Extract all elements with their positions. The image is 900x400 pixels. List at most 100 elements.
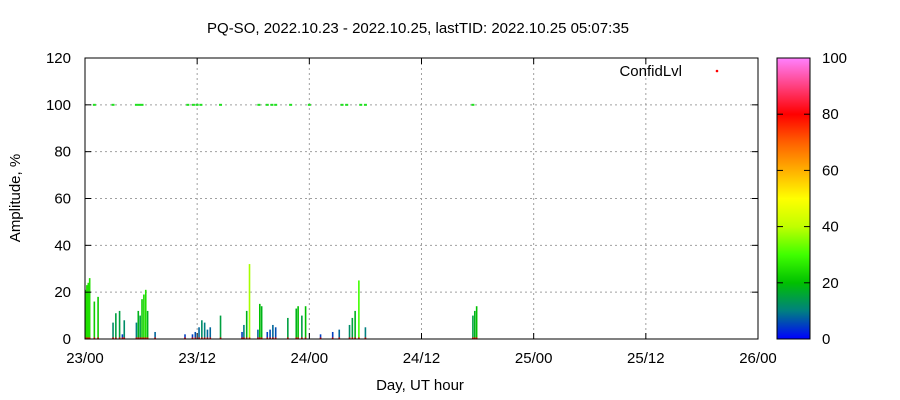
baseline-mark: [287, 337, 289, 339]
amplitude-bar: [245, 310, 248, 339]
amplitude-bar: [348, 324, 351, 339]
amplitude-bars: [85, 264, 478, 339]
amplitude-bar: [258, 303, 261, 339]
baseline-mark: [112, 337, 114, 339]
x-tick-label: 24/00: [291, 350, 329, 367]
amplitude-bar: [118, 310, 121, 339]
colorbar-tick-label: 20: [822, 275, 839, 292]
y-tick-label: 80: [54, 144, 71, 161]
chart-title: PQ-SO, 2022.10.23 - 2022.10.25, lastTID:…: [207, 20, 629, 37]
confidence-dot: [274, 103, 278, 106]
x-axis-ticks: 23/00 23/12 24/00 24/12 25/00 25/12 26/00: [66, 58, 777, 367]
y-tick-label: 120: [46, 50, 71, 67]
amplitude-bar: [295, 308, 298, 339]
x-tick-label: 23/12: [178, 350, 216, 367]
x-tick-label: 25/00: [515, 350, 553, 367]
amplitude-bar: [184, 334, 186, 339]
baseline-mark: [348, 337, 351, 339]
x-tick-label: 26/00: [739, 350, 777, 367]
amplitude-bar: [274, 327, 277, 339]
confidence-dot: [195, 103, 199, 106]
colorbar: [776, 57, 811, 340]
x-tick-label: 24/12: [403, 350, 441, 367]
baseline-mark: [86, 337, 88, 339]
y-tick-label: 20: [54, 284, 71, 301]
amplitude-bar: [319, 334, 322, 339]
amplitude-bar: [266, 331, 269, 339]
amplitude-bar: [364, 327, 367, 339]
baseline-mark: [338, 337, 341, 339]
x-axis-label: Day, UT hour: [376, 377, 464, 394]
confidence-dot: [270, 103, 274, 106]
colorbar-ticks: 0 20 40 60 80 100: [777, 50, 847, 348]
amplitude-bar: [86, 285, 88, 339]
baseline-mark: [297, 337, 299, 339]
amplitude-bar: [93, 301, 96, 339]
y-tick-label: 40: [54, 237, 71, 254]
baseline-mark: [475, 337, 478, 339]
baseline-mark: [304, 337, 307, 339]
amplitude-bar: [146, 310, 149, 339]
confidence-dot: [257, 103, 261, 106]
confidence-dot: [92, 103, 96, 106]
colorbar-tick-label: 100: [822, 50, 847, 67]
baseline-mark: [319, 337, 322, 339]
amplitude-bar: [209, 327, 212, 339]
baseline-mark: [241, 337, 243, 339]
amplitude-bar: [358, 280, 360, 339]
amplitude-bar: [351, 317, 354, 339]
y-tick-label: 0: [63, 331, 71, 348]
amplitude-bar: [97, 296, 99, 339]
amplitude-bar: [473, 310, 476, 339]
baseline-mark: [198, 337, 200, 339]
baseline-mark: [295, 337, 298, 339]
baseline-mark: [121, 337, 124, 339]
baseline-mark: [248, 337, 251, 339]
baseline-mark: [135, 337, 138, 339]
baseline-mark: [141, 337, 143, 339]
baseline-mark: [243, 337, 245, 339]
baseline-mark: [472, 337, 474, 339]
baseline-mark: [115, 337, 117, 339]
amplitude-bar: [304, 306, 307, 339]
amplitude-bar: [206, 329, 209, 339]
baseline-mark: [257, 337, 259, 339]
baseline-mark: [272, 337, 274, 339]
baseline-mark: [146, 337, 149, 339]
confidence-dot: [134, 103, 138, 106]
amplitude-bar: [472, 315, 474, 339]
amplitude-bar: [201, 320, 203, 339]
x-tick-label: 23/00: [66, 350, 104, 367]
amplitude-bar: [475, 306, 478, 339]
amplitude-bar: [354, 310, 356, 339]
amplitude-bar: [141, 299, 143, 339]
amplitude-bar: [338, 329, 341, 339]
confidence-dot: [111, 103, 115, 106]
confidence-dot: [307, 103, 311, 106]
baseline-mark: [144, 337, 147, 339]
confidence-dot: [363, 103, 367, 106]
amplitude-bar: [139, 315, 141, 339]
amplitude-bar: [137, 310, 140, 339]
baseline-mark: [194, 337, 197, 339]
baseline-mark: [209, 337, 212, 339]
baseline-mark: [123, 337, 126, 339]
baseline-mark: [97, 337, 99, 339]
amplitude-bar: [154, 331, 156, 339]
amplitude-bar: [241, 331, 243, 339]
amplitude-bar: [144, 289, 147, 339]
confidence-dot: [340, 103, 344, 106]
baseline-mark: [154, 337, 156, 339]
y-axis-ticks: 0 20 40 60 80 100 120: [46, 50, 758, 348]
baseline-mark: [206, 337, 209, 339]
amplitude-bar: [87, 282, 90, 339]
baseline-mark: [88, 337, 91, 339]
x-tick-label: 25/12: [627, 350, 665, 367]
baseline-mark: [364, 337, 367, 339]
confidence-dot: [186, 103, 190, 106]
colorbar-tick-label: 0: [822, 331, 830, 348]
confidence-dot: [359, 103, 363, 106]
baseline-mark: [351, 337, 354, 339]
baseline-mark: [184, 337, 186, 339]
